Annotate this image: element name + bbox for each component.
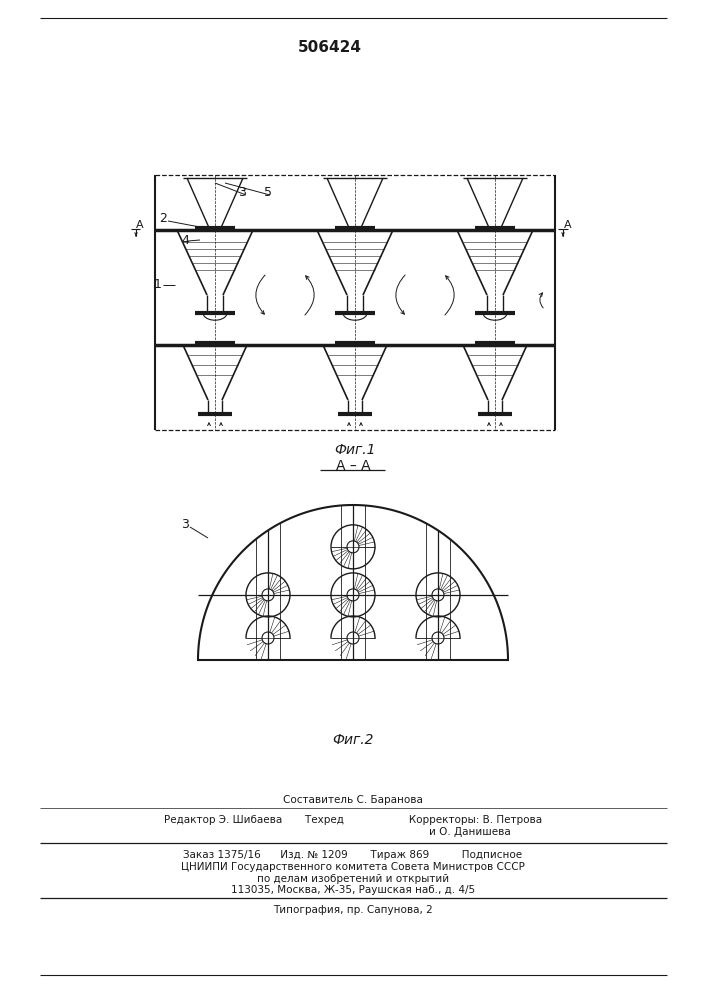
- Text: A: A: [564, 220, 572, 230]
- Text: Фиг.1: Фиг.1: [334, 443, 375, 457]
- Text: A: A: [136, 220, 144, 230]
- Text: ЦНИИПИ Государственного комитета Совета Министров СССР: ЦНИИПИ Государственного комитета Совета …: [181, 862, 525, 872]
- Text: Составитель С. Баранова: Составитель С. Баранова: [283, 795, 423, 805]
- Text: и О. Данишева: и О. Данишева: [195, 827, 511, 837]
- Text: 1: 1: [154, 278, 162, 292]
- Text: Заказ 1375/16      Изд. № 1209       Тираж 869          Подписное: Заказ 1375/16 Изд. № 1209 Тираж 869 Подп…: [183, 850, 522, 860]
- Text: Типография, пр. Сапунова, 2: Типография, пр. Сапунова, 2: [273, 905, 433, 915]
- Text: 5: 5: [264, 186, 272, 198]
- Text: 2: 2: [159, 213, 167, 226]
- Text: Редактор Э. Шибаева       Техред                    Корректоры: В. Петрова: Редактор Э. Шибаева Техред Корректоры: В…: [164, 815, 542, 825]
- Text: по делам изобретений и открытий: по делам изобретений и открытий: [257, 874, 449, 884]
- Text: 4: 4: [181, 233, 189, 246]
- Text: 506424: 506424: [298, 40, 362, 55]
- Text: 3: 3: [238, 186, 246, 198]
- Text: 3: 3: [181, 518, 189, 532]
- Text: 113035, Москва, Ж-35, Раушская наб., д. 4/5: 113035, Москва, Ж-35, Раушская наб., д. …: [231, 885, 475, 895]
- Text: Фиг.2: Фиг.2: [332, 733, 374, 747]
- Text: A – A: A – A: [336, 459, 370, 473]
